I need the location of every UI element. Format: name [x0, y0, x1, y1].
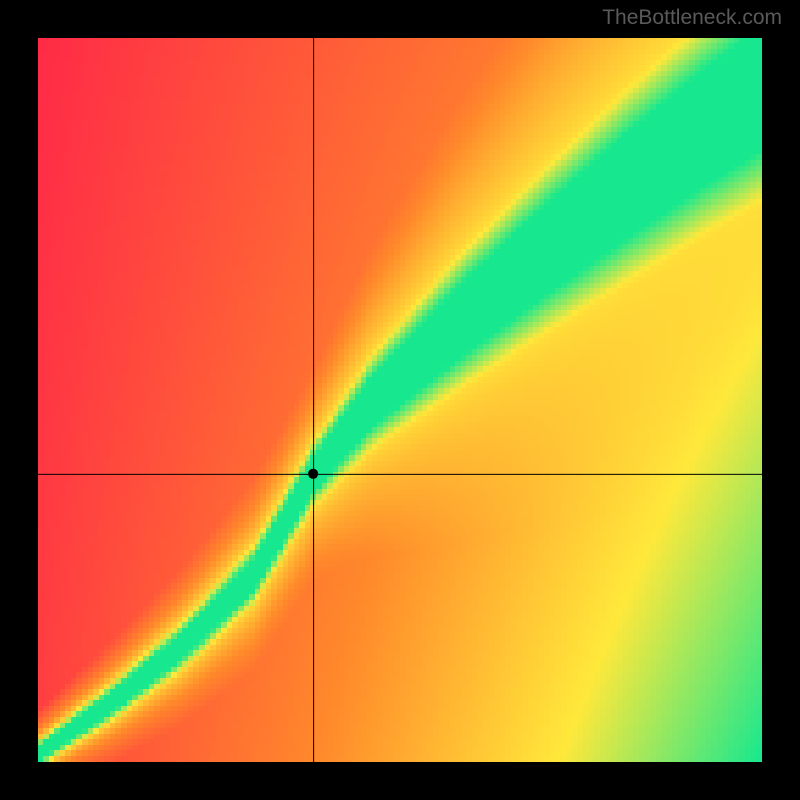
- watermark-text: TheBottleneck.com: [602, 6, 782, 30]
- chart-container: TheBottleneck.com: [0, 0, 800, 800]
- heatmap-plot: [38, 38, 762, 762]
- heatmap-canvas: [38, 38, 762, 762]
